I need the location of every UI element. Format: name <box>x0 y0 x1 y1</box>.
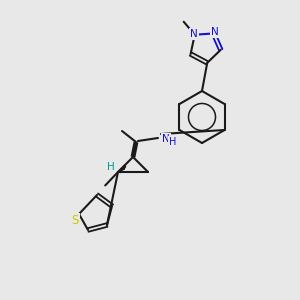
Text: H: H <box>169 137 177 147</box>
Text: N: N <box>190 29 198 39</box>
Text: H: H <box>107 162 115 172</box>
Text: N: N <box>211 27 218 38</box>
Text: S: S <box>71 214 79 227</box>
Text: N: N <box>162 134 170 144</box>
